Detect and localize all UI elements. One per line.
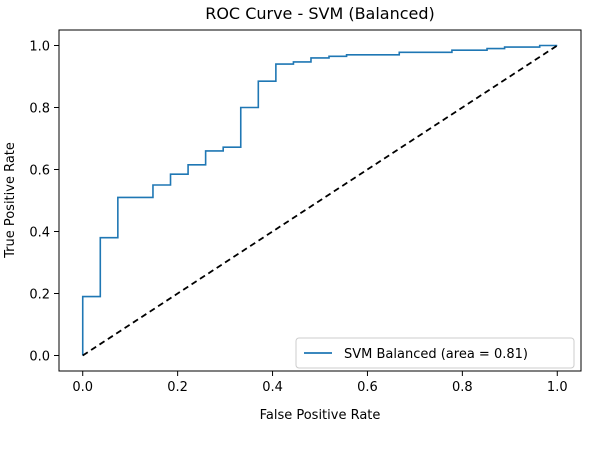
y-tick-label: 0.6: [29, 164, 50, 179]
y-tick-label: 0.2: [29, 288, 50, 303]
y-tick-label: 0.4: [29, 226, 50, 241]
y-axis-label: True Positive Rate: [3, 142, 18, 259]
x-tick-label: 0.0: [72, 380, 93, 395]
x-axis-ticks: 0.0 0.2 0.4 0.6 0.8 1.0: [72, 371, 568, 395]
legend-label-svm-balanced: SVM Balanced (area = 0.81): [344, 347, 528, 362]
diagonal-reference-line: [82, 44, 558, 357]
x-tick-label: 1.0: [547, 380, 568, 395]
y-axis-ticks: 0.0 0.2 0.4 0.6 0.8 1.0: [29, 40, 59, 365]
x-tick-label: 0.8: [452, 380, 473, 395]
y-tick-label: 1.0: [29, 40, 50, 55]
y-tick-label: 0.8: [29, 102, 50, 117]
plot-frame: [58, 29, 582, 372]
legend: SVM Balanced (area = 0.81): [295, 337, 575, 369]
x-tick-label: 0.4: [262, 380, 283, 395]
x-axis-label: False Positive Rate: [260, 408, 381, 423]
series-layer: [81, 44, 558, 357]
legend-box: [295, 337, 575, 369]
chart-title: ROC Curve - SVM (Balanced): [205, 4, 435, 23]
x-tick-label: 0.2: [167, 380, 188, 395]
x-tick-label: 0.6: [357, 380, 378, 395]
roc-curve-line: [81, 44, 558, 356]
y-tick-label: 0.0: [29, 350, 50, 365]
